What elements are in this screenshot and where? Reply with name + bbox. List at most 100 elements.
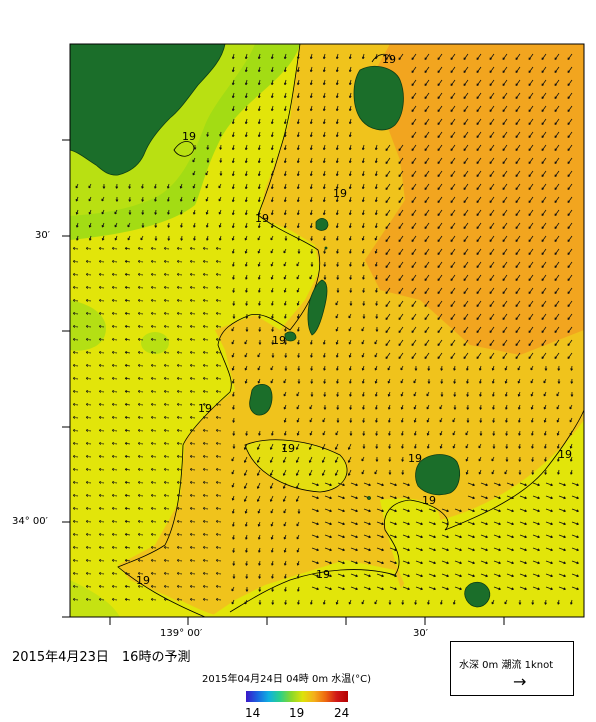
current-arrow [528,339,534,347]
current-arrow [257,131,261,138]
current-arrow [463,66,469,74]
current-arrow [296,560,300,566]
current-arrow [571,560,579,565]
current-arrow [489,287,495,295]
current-arrow [375,274,378,280]
current-arrow [205,183,209,189]
current-arrow [515,66,521,74]
current-arrow [567,248,573,256]
current-arrow [413,417,417,423]
current-arrow [411,352,417,360]
current-arrow [150,585,157,588]
current-arrow [556,404,560,410]
current-arrow [452,443,456,449]
current-arrow [502,53,508,61]
current-arrow [489,274,495,282]
isotherm-labels: 19 19 19 19 19 19 19 19 19 19 19 19 [136,53,572,587]
current-arrow [154,209,158,215]
current-arrow [245,274,248,280]
current-arrow [428,547,436,552]
current-arrow [244,508,248,514]
current-arrow [111,468,118,471]
current-arrow [202,455,209,458]
current-arrow [150,403,157,406]
current-arrow [309,170,313,177]
current-arrow [72,260,79,263]
current-arrow [150,247,157,250]
current-arrow [243,482,248,489]
current-arrow [411,274,417,282]
current-arrow [411,79,417,87]
current-arrow [124,481,131,484]
current-arrow [154,183,157,189]
current-arrow [467,573,475,578]
current-arrow [297,365,301,371]
current-arrow [310,235,314,241]
current-arrow [189,572,196,575]
current-arrow [544,469,548,475]
current-arrow [569,430,573,436]
current-arrow [554,157,560,165]
current-arrow [323,365,326,371]
current-arrow [335,105,339,112]
current-arrow [348,105,352,112]
current-arrow [385,183,391,191]
current-arrow [362,313,366,319]
current-arrow [336,404,340,410]
current-arrow [270,131,274,138]
current-arrow [450,183,456,191]
current-arrow [202,364,209,367]
current-arrow [176,455,183,458]
current-arrow [362,430,366,436]
current-arrow [450,248,456,256]
current-arrow [463,261,469,269]
current-arrow [137,559,144,562]
current-arrow [202,390,209,393]
current-arrow [437,131,443,139]
current-arrow [480,495,488,500]
current-arrow [528,53,534,61]
current-arrow [111,455,118,458]
current-arrow [163,403,170,406]
toshima-island [315,218,329,231]
current-arrow [558,560,566,565]
current-arrow [374,170,378,177]
current-arrow [411,144,417,152]
current-arrow [296,92,300,99]
current-arrow [85,390,92,393]
current-arrow [519,521,527,526]
current-arrow [176,481,183,484]
current-arrow [296,313,300,319]
current-arrow [543,404,547,410]
current-arrow [541,352,547,360]
current-arrow [570,365,574,371]
current-arrow [375,417,378,423]
current-arrow [322,417,326,423]
current-arrow [202,546,209,549]
current-arrow [189,325,196,328]
current-arrow [296,521,300,527]
current-arrow [374,157,378,164]
current-arrow [554,235,560,243]
current-arrow [309,157,313,164]
current-arrow [450,118,456,126]
current-arrow [283,170,287,177]
current-arrow [506,534,514,539]
current-arrow [480,573,488,578]
current-arrow [206,157,210,163]
current-arrow [567,313,573,321]
current-arrow [567,105,573,113]
current-arrow [389,482,397,487]
current-arrow [202,299,209,302]
current-arrow [297,339,300,345]
current-arrow [245,534,248,540]
current-arrow [309,105,313,112]
current-arrow [244,196,248,203]
current-arrow [376,573,384,578]
current-arrow [437,66,443,74]
current-arrow [388,417,391,423]
current-arrow [402,521,410,526]
current-arrow [505,430,509,436]
current-arrow [85,468,92,471]
current-arrow [506,521,514,526]
